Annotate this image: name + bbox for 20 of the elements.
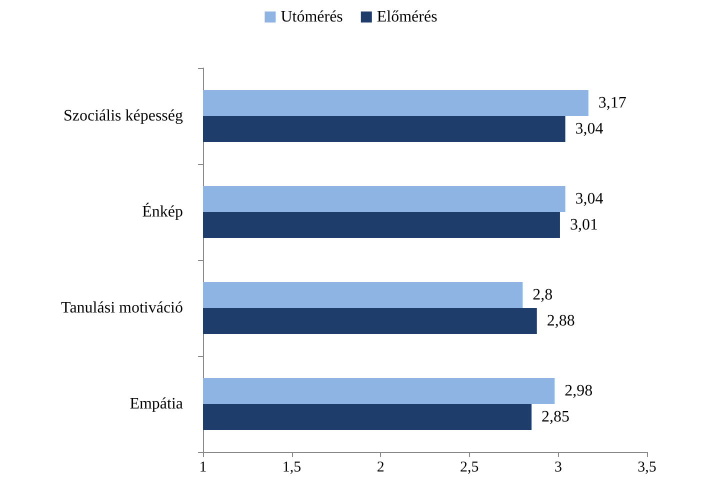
data-label: 2,98 [564, 382, 593, 400]
data-label: 2,85 [542, 408, 570, 426]
data-label: 3,04 [575, 190, 604, 208]
y-tick-label: Szociális képesség [63, 108, 183, 124]
data-label: 2,88 [546, 312, 575, 330]
legend-label: Utómérés [280, 8, 343, 26]
y-tick-label: Empátia [130, 396, 183, 412]
x-tick-label: 2 [376, 460, 384, 476]
x-tick-label: 3 [554, 460, 562, 476]
legend-label: Előmérés [376, 8, 438, 26]
data-label: 3,04 [575, 120, 604, 138]
y-tick-label: Tanulási motiváció [61, 300, 183, 316]
data-label: 3,17 [598, 94, 626, 112]
x-tick-label: 1,5 [282, 460, 302, 476]
x-tick-label: 2,5 [460, 460, 479, 476]
data-label: 2,8 [532, 286, 553, 304]
x-tick-label: 3,5 [638, 460, 656, 476]
x-tick-label: 1 [199, 460, 207, 476]
y-tick-label: Énkép [142, 202, 183, 220]
data-label: 3,01 [570, 216, 598, 234]
